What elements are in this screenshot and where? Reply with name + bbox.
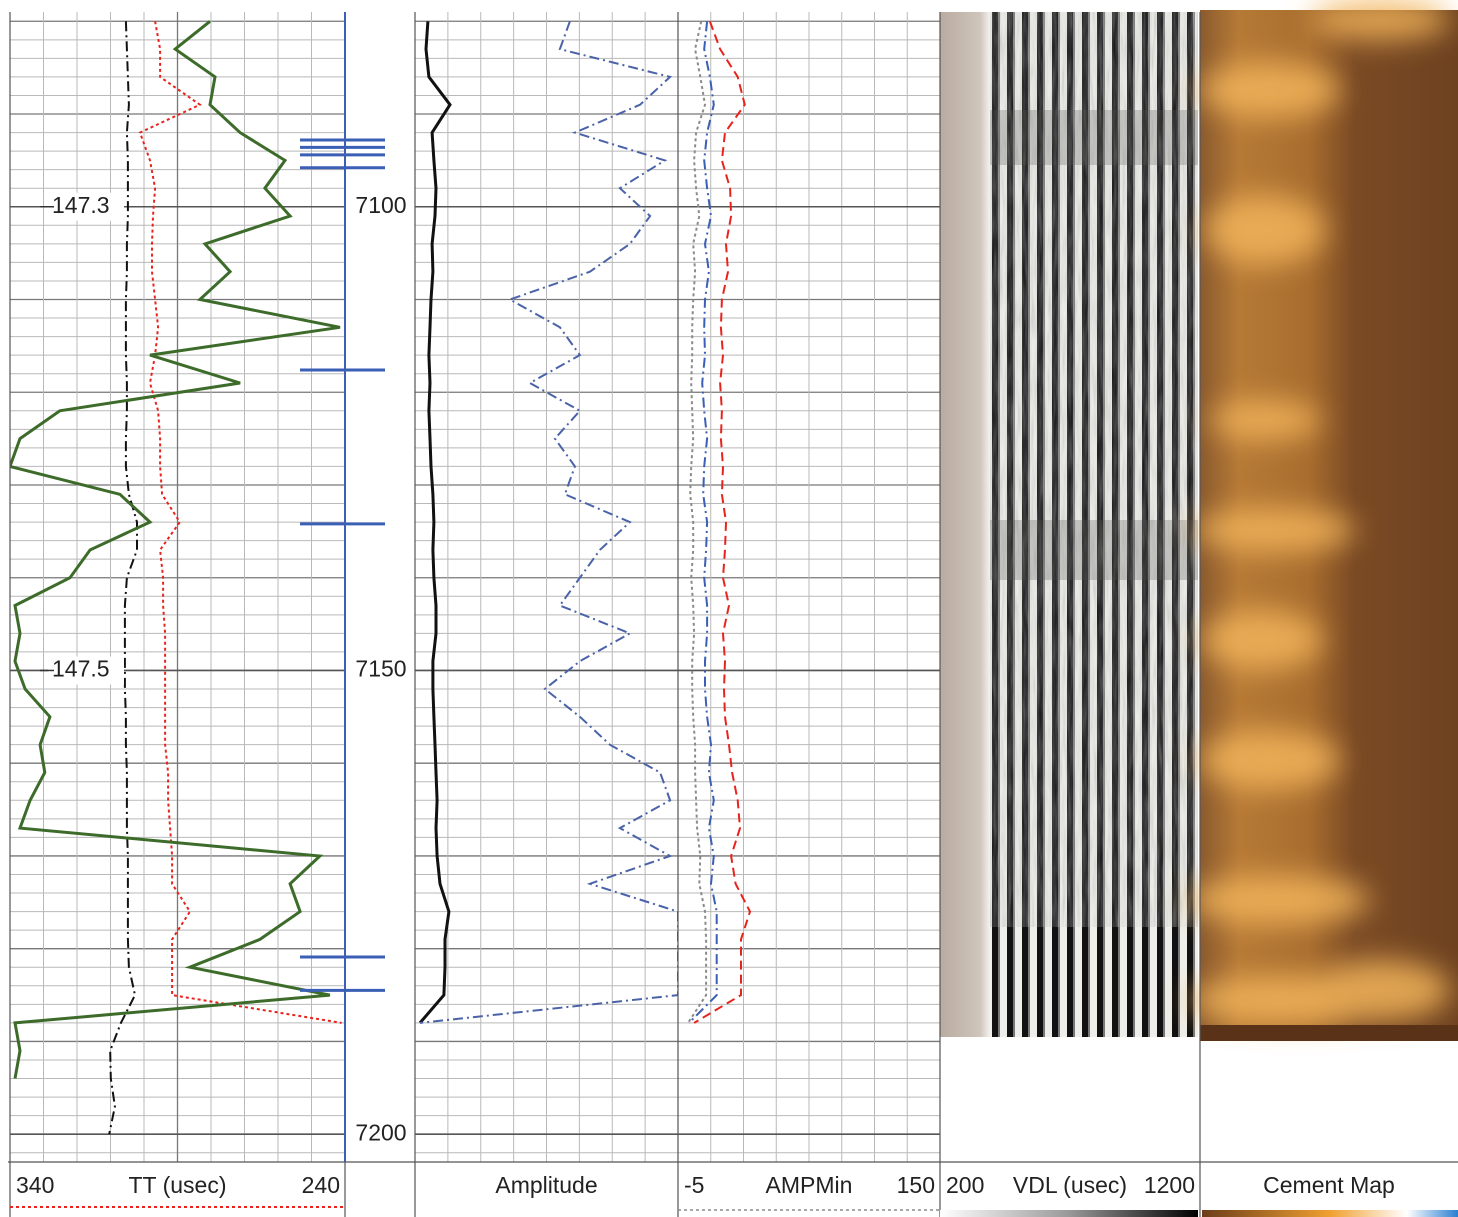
grid <box>10 12 940 1162</box>
depth-label: 7100 <box>355 192 406 218</box>
track-label: Cement Map <box>1263 1172 1395 1198</box>
log-curve <box>418 21 452 1024</box>
curves <box>10 20 752 1135</box>
depth-label-bg <box>351 656 411 685</box>
track-label: Amplitude <box>495 1172 597 1198</box>
annotation-bg <box>48 192 124 221</box>
scale-label: 150 <box>897 1172 935 1198</box>
track-label: AMPMin <box>766 1172 853 1198</box>
log-curve <box>138 21 342 1024</box>
depth-label: 7150 <box>355 656 406 682</box>
annotation: 147.3 <box>52 192 110 218</box>
depth-label-bg <box>351 1120 411 1149</box>
log-curve <box>10 20 341 1079</box>
depth-label-bg <box>351 192 411 221</box>
scale-label: 240 <box>302 1172 340 1198</box>
scale-label: 340 <box>16 1172 54 1198</box>
scale-label: -5 <box>684 1172 704 1198</box>
log-curve <box>687 21 708 1024</box>
annotation: 147.5 <box>52 656 110 682</box>
cement-map-image <box>1190 0 1458 1041</box>
scale-label: 200 <box>946 1172 984 1198</box>
vdl-color-bar <box>940 1210 1198 1217</box>
scale-label: 1200 <box>1144 1172 1195 1198</box>
track-borders <box>9 12 1201 1217</box>
log-curve <box>693 20 752 1024</box>
cement-color-bar <box>1202 1210 1458 1217</box>
depth-label: 7200 <box>355 1119 406 1145</box>
vdl-image <box>940 12 1198 1037</box>
track-label: TT (usec) <box>129 1172 227 1198</box>
log-curve <box>688 21 718 1024</box>
log-curve <box>108 21 138 1135</box>
log-curve <box>419 20 678 1024</box>
annotation-bg <box>48 656 124 685</box>
track-label: VDL (usec) <box>1013 1172 1127 1198</box>
